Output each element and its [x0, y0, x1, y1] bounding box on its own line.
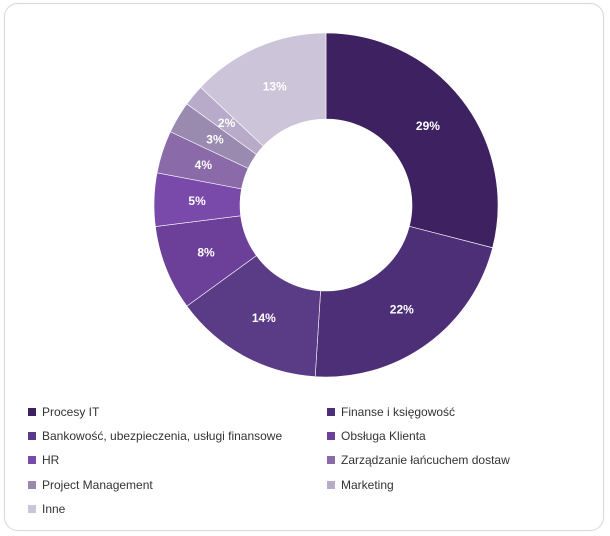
- legend-item-5: HR: [28, 452, 59, 468]
- slice-label-8: 2%: [218, 116, 236, 130]
- donut-slice-1: [325, 32, 499, 249]
- legend-swatch: [28, 481, 36, 489]
- slice-label-5: 5%: [188, 194, 206, 208]
- legend-swatch: [28, 505, 36, 513]
- legend-label: Zarządzanie łańcuchem dostaw: [341, 453, 510, 467]
- legend-swatch: [28, 456, 36, 464]
- legend-item-8: Marketing: [327, 477, 394, 493]
- slice-label-1: 29%: [416, 119, 440, 133]
- legend-label: Inne: [42, 502, 66, 516]
- donut-slice-2: [314, 226, 493, 378]
- donut-slice-9: [200, 32, 327, 147]
- legend-swatch: [327, 408, 335, 416]
- legend-item-3: Bankowość, ubezpieczenia, usługi finanso…: [28, 428, 282, 444]
- legend-label: HR: [42, 453, 60, 467]
- legend-item-1: Procesy IT: [28, 404, 99, 420]
- slice-label-4: 8%: [197, 245, 215, 259]
- legend-item-2: Finanse i księgowość: [327, 404, 455, 420]
- legend-item-7: Project Management: [28, 477, 153, 493]
- legend-swatch: [28, 408, 36, 416]
- legend-label: Bankowość, ubezpieczenia, usługi finanso…: [42, 429, 283, 443]
- legend-label: Marketing: [341, 478, 394, 492]
- slice-label-9: 13%: [263, 80, 287, 94]
- legend-swatch: [327, 456, 335, 464]
- slice-label-2: 22%: [390, 302, 414, 316]
- legend-label: Finanse i księgowość: [341, 405, 456, 419]
- donut-chart: 29% 22% 14% 8% 5% 4% 3% 2% 13%: [153, 32, 499, 378]
- legend-label: Procesy IT: [42, 405, 100, 419]
- legend-swatch: [327, 481, 335, 489]
- slice-label-7: 3%: [206, 132, 224, 146]
- legend-swatch: [327, 432, 335, 440]
- legend-label: Obsługa Klienta: [341, 429, 426, 443]
- legend-item-6: Zarządzanie łańcuchem dostaw: [327, 452, 510, 468]
- legend-item-4: Obsługa Klienta: [327, 428, 426, 444]
- legend-swatch: [28, 432, 36, 440]
- legend-label: Project Management: [42, 478, 153, 492]
- legend-item-9: Inne: [28, 501, 65, 517]
- slice-label-3: 14%: [252, 311, 276, 325]
- slice-label-6: 4%: [195, 158, 213, 172]
